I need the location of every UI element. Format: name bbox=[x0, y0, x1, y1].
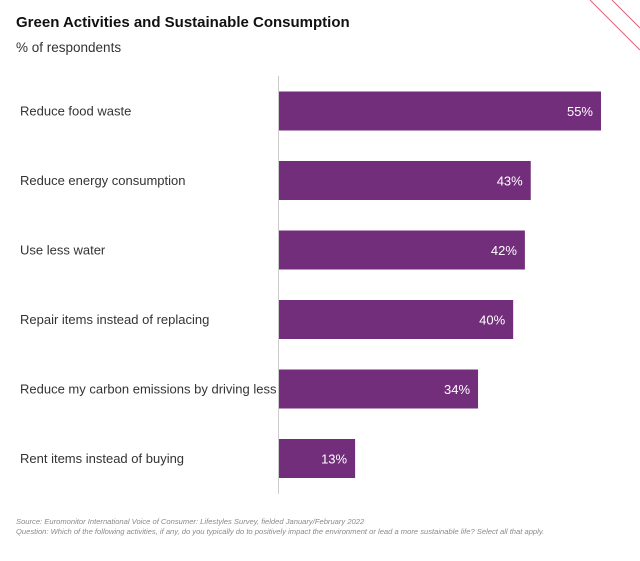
data-label: 13% bbox=[321, 452, 347, 467]
data-label: 34% bbox=[444, 382, 470, 397]
category-label: Rent items instead of buying bbox=[20, 451, 184, 466]
category-label: Repair items instead of replacing bbox=[20, 312, 209, 327]
category-label: Reduce food waste bbox=[20, 104, 131, 119]
bar bbox=[279, 300, 514, 339]
bar bbox=[279, 91, 601, 131]
category-label: Use less water bbox=[20, 243, 106, 258]
data-label: 42% bbox=[491, 243, 517, 258]
source-note: Source: Euromonitor International Voice … bbox=[16, 517, 365, 526]
category-label: Reduce energy consumption bbox=[20, 173, 186, 188]
decorative-line-2 bbox=[611, 0, 640, 29]
bar bbox=[279, 439, 356, 478]
bar-chart: Reduce food waste 55% Reduce energy consum… bbox=[20, 76, 601, 494]
data-label: 40% bbox=[479, 313, 505, 328]
bar bbox=[279, 161, 531, 200]
category-label: Reduce my carbon emissions by driving le… bbox=[20, 382, 277, 397]
data-label: 55% bbox=[567, 104, 593, 119]
data-label: 43% bbox=[497, 174, 523, 189]
decorative-lines bbox=[589, 0, 640, 51]
question-note: Question: Which of the following activit… bbox=[16, 527, 545, 536]
bar bbox=[279, 230, 525, 270]
bar bbox=[279, 369, 479, 409]
decorative-line-1 bbox=[589, 0, 640, 51]
chart-title: Green Activities and Sustainable Consump… bbox=[16, 14, 350, 31]
chart-subtitle: % of respondents bbox=[16, 40, 122, 55]
chart-footer: Source: Euromonitor International Voice … bbox=[16, 517, 626, 537]
